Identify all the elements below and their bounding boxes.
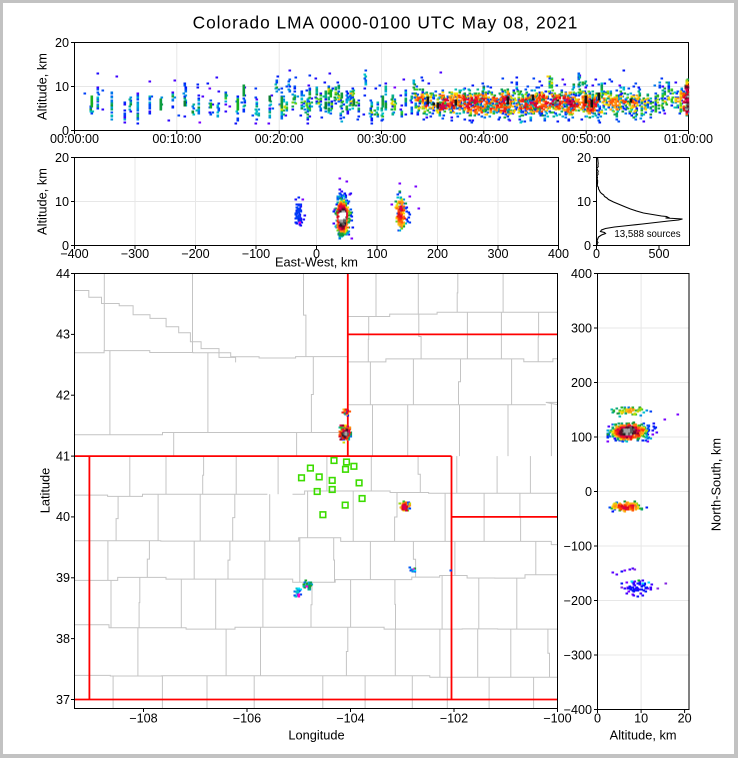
- svg-text:10: 10: [55, 195, 69, 209]
- svg-text:40: 40: [56, 510, 70, 524]
- svg-text:00:40:00: 00:40:00: [459, 132, 508, 146]
- svg-text:−102: −102: [440, 712, 468, 726]
- svg-text:01:00:00: 01:00:00: [664, 132, 713, 146]
- svg-text:Altitude, km: Altitude, km: [35, 168, 50, 235]
- svg-text:−106: −106: [233, 712, 261, 726]
- svg-text:00:50:00: 00:50:00: [562, 132, 611, 146]
- svg-text:38: 38: [56, 632, 70, 646]
- svg-text:−200: −200: [181, 247, 209, 261]
- svg-text:−400: −400: [564, 703, 592, 717]
- svg-text:−300: −300: [564, 648, 592, 662]
- svg-text:44: 44: [56, 267, 70, 281]
- svg-text:42: 42: [56, 389, 70, 403]
- svg-text:0: 0: [593, 247, 600, 261]
- svg-text:Longitude: Longitude: [288, 728, 344, 743]
- svg-text:−104: −104: [336, 712, 364, 726]
- svg-text:0: 0: [62, 239, 69, 253]
- svg-text:Latitude: Latitude: [38, 468, 53, 514]
- svg-text:20: 20: [577, 151, 591, 165]
- svg-text:Colorado LMA 0000-0100 UTC May: Colorado LMA 0000-0100 UTC May 08, 2021: [193, 13, 579, 33]
- svg-text:−100: −100: [564, 539, 592, 553]
- svg-text:20: 20: [55, 151, 69, 165]
- svg-text:41: 41: [56, 449, 70, 463]
- svg-text:00:30:00: 00:30:00: [357, 132, 406, 146]
- svg-text:400: 400: [571, 267, 592, 281]
- svg-text:−100: −100: [242, 247, 270, 261]
- svg-text:43: 43: [56, 328, 70, 342]
- svg-text:−200: −200: [564, 594, 592, 608]
- svg-text:0: 0: [313, 247, 320, 261]
- svg-text:10: 10: [577, 195, 591, 209]
- svg-text:20: 20: [55, 36, 69, 50]
- svg-text:300: 300: [571, 321, 592, 335]
- svg-text:39: 39: [56, 571, 70, 585]
- svg-text:Altitude, km: Altitude, km: [610, 728, 677, 743]
- svg-text:0: 0: [585, 485, 592, 499]
- svg-text:East-West, km: East-West, km: [275, 255, 358, 270]
- svg-text:37: 37: [56, 693, 70, 707]
- svg-text:−300: −300: [121, 247, 149, 261]
- svg-text:100: 100: [366, 247, 387, 261]
- svg-text:00:00:00: 00:00:00: [50, 132, 99, 146]
- svg-text:20: 20: [678, 712, 692, 726]
- svg-text:13,588 sources: 13,588 sources: [614, 229, 680, 240]
- svg-text:−108: −108: [129, 712, 157, 726]
- svg-text:10: 10: [55, 80, 69, 94]
- svg-text:0: 0: [62, 124, 69, 138]
- svg-text:0: 0: [594, 712, 601, 726]
- svg-text:00:10:00: 00:10:00: [152, 132, 201, 146]
- svg-text:0: 0: [584, 239, 591, 253]
- svg-text:200: 200: [571, 376, 592, 390]
- svg-text:300: 300: [487, 247, 508, 261]
- svg-text:00:20:00: 00:20:00: [255, 132, 304, 146]
- svg-text:500: 500: [648, 247, 669, 261]
- svg-text:10: 10: [634, 712, 648, 726]
- svg-text:−400: −400: [60, 247, 88, 261]
- svg-text:North-South, km: North-South, km: [709, 438, 724, 531]
- svg-text:200: 200: [427, 247, 448, 261]
- svg-text:100: 100: [571, 430, 592, 444]
- svg-text:Altitude, km: Altitude, km: [35, 53, 50, 120]
- svg-text:−100: −100: [543, 712, 571, 726]
- svg-text:400: 400: [548, 247, 569, 261]
